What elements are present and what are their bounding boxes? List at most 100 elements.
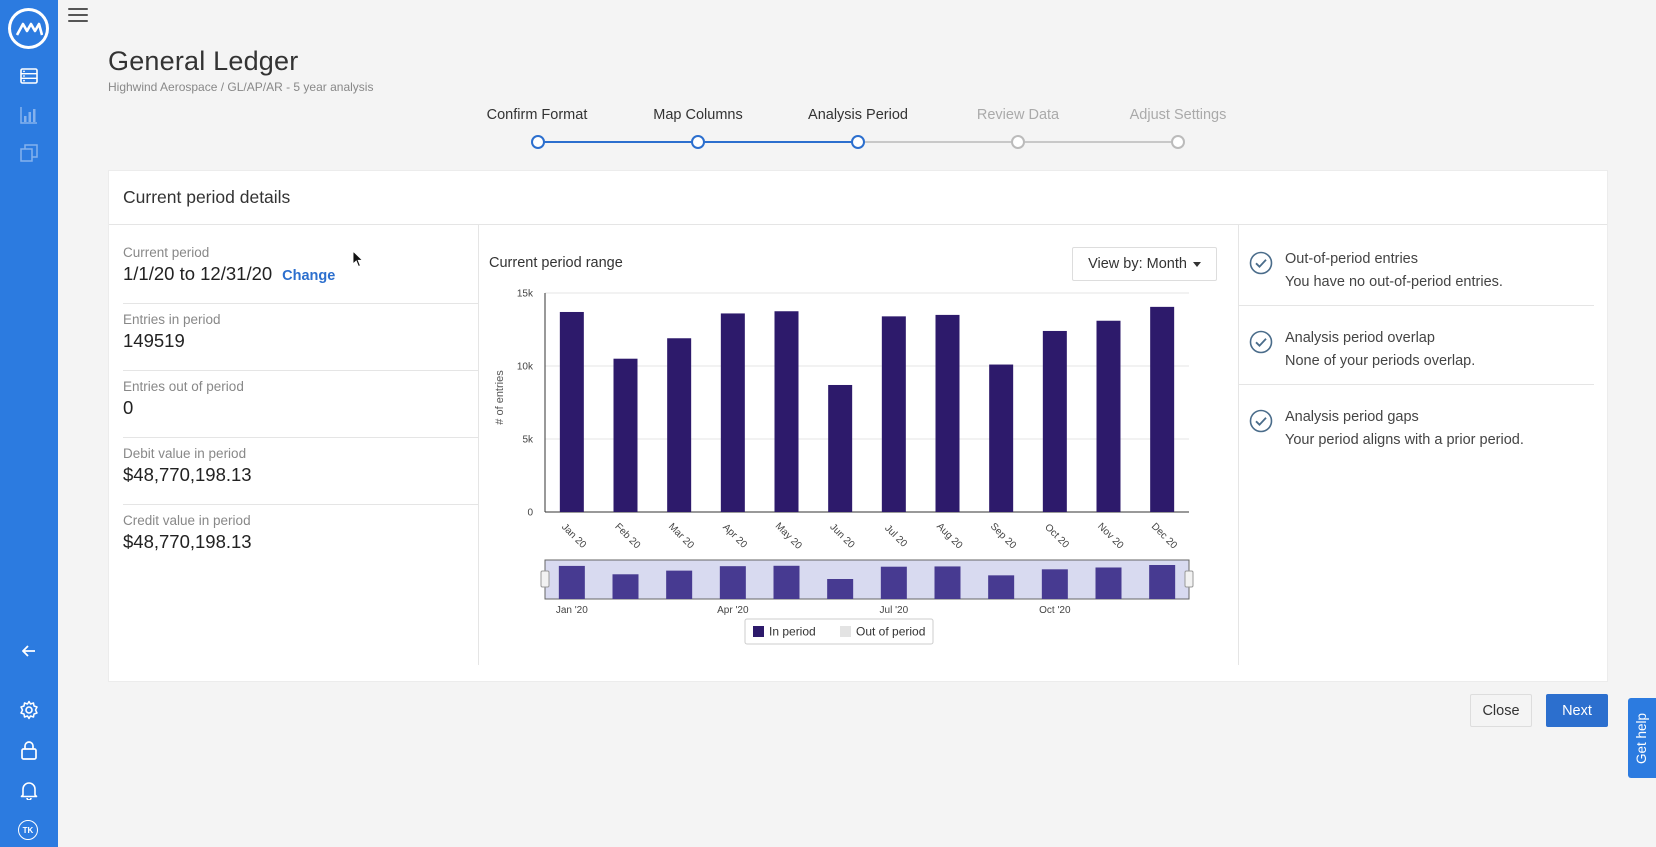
y-tick-label: 0 — [527, 508, 533, 519]
bar[interactable] — [881, 316, 906, 512]
bar[interactable] — [1150, 306, 1175, 512]
database-icon[interactable] — [15, 62, 43, 90]
get-help-button[interactable]: Get help — [1628, 698, 1656, 778]
entries-bar-chart: 0 5k 10k 15k # of entries Jan 20 Feb 20 Mar 20 A… — [494, 289, 1194, 645]
stat-entries-in: Entries in period 149519 — [123, 312, 479, 352]
navigator-label: Jan '20 — [556, 605, 588, 616]
legend-label[interactable]: In period — [769, 625, 816, 639]
step-dot-confirm-format[interactable] — [531, 135, 545, 149]
mouse-cursor-icon — [352, 250, 364, 268]
navigator-label: Apr '20 — [717, 605, 749, 616]
step-dot-map-columns[interactable] — [691, 135, 705, 149]
copy-icon[interactable] — [15, 139, 43, 167]
stat-value: 149519 — [123, 330, 185, 351]
navigator-bar — [719, 566, 746, 599]
navigator-handle[interactable] — [540, 570, 550, 588]
navigator-bar — [1095, 567, 1122, 599]
check-desc: You have no out-of-period entries. — [1285, 274, 1503, 290]
navigator-label: Oct '20 — [1039, 605, 1071, 616]
x-tick-label: Jun 20 — [827, 522, 856, 551]
card-divider — [109, 224, 1607, 225]
bar[interactable] — [613, 358, 638, 512]
bar-chart-icon[interactable] — [15, 101, 43, 129]
y-axis-label: # of entries — [494, 370, 506, 425]
stat-label: Entries out of period — [123, 379, 244, 394]
stat-debit: Debit value in period $48,770,198.13 — [123, 446, 479, 486]
collapse-arrow-icon[interactable] — [15, 637, 43, 665]
step-dot-review-data — [1011, 135, 1025, 149]
chart-title: Current period range — [489, 255, 623, 271]
stats-pane: Current period 1/1/20 to 12/31/20 Change … — [109, 225, 479, 665]
step-map-columns[interactable]: Map Columns — [653, 107, 743, 123]
step-analysis-period[interactable]: Analysis Period — [808, 107, 908, 123]
x-tick-label: Jan 20 — [559, 522, 588, 551]
y-tick-label: 15k — [517, 289, 534, 300]
period-details-card: Current period details Current period 1/… — [108, 170, 1608, 682]
step-dot-adjust-settings — [1171, 135, 1185, 149]
gear-icon[interactable] — [15, 696, 43, 724]
navigator-handle[interactable] — [1184, 570, 1194, 588]
current-period-value: 1/1/20 to 12/31/20 — [123, 263, 273, 284]
check-desc: Your period aligns with a prior period. — [1285, 432, 1524, 448]
navigator-bar — [558, 565, 585, 599]
navigator-bar — [988, 575, 1015, 599]
legend-swatch — [840, 626, 851, 637]
bar[interactable] — [1096, 320, 1121, 512]
hamburger-menu-icon[interactable] — [68, 6, 88, 24]
navigator-bar — [1149, 565, 1176, 599]
divider — [123, 504, 479, 505]
check-desc: None of your periods overlap. — [1285, 353, 1476, 369]
legend-swatch — [753, 626, 764, 637]
check-title: Analysis period gaps — [1285, 409, 1419, 425]
bar[interactable] — [667, 338, 692, 512]
lock-icon[interactable] — [15, 736, 43, 764]
avatar[interactable]: TK — [18, 820, 38, 840]
bar[interactable] — [774, 311, 799, 512]
divider — [1239, 305, 1594, 306]
x-tick-label: Sep 20 — [988, 521, 1018, 551]
view-by-label: View by: Month — [1088, 256, 1187, 272]
divider — [1239, 384, 1594, 385]
step-adjust-settings: Adjust Settings — [1129, 107, 1227, 123]
bar[interactable] — [1042, 330, 1067, 512]
x-tick-label: Nov 20 — [1095, 521, 1125, 551]
x-tick-label: Mar 20 — [666, 521, 696, 551]
bar[interactable] — [559, 311, 584, 512]
breadcrumb: Highwind Aerospace / GL/AP/AR - 5 year a… — [108, 80, 374, 94]
logo-icon[interactable] — [8, 8, 49, 49]
page-title: General Ledger — [108, 46, 299, 76]
divider — [123, 437, 479, 438]
step-review-data: Review Data — [976, 107, 1060, 123]
bar[interactable] — [989, 364, 1014, 512]
x-tick-label: Apr 20 — [720, 522, 749, 551]
bar[interactable] — [720, 313, 745, 512]
stat-value: $48,770,198.13 — [123, 531, 252, 552]
checks-pane: Out-of-period entries You have no out-of… — [1239, 225, 1609, 665]
card-title: Current period details — [123, 187, 291, 207]
change-period-link[interactable]: Change — [282, 268, 336, 284]
next-button[interactable]: Next — [1546, 694, 1608, 727]
x-tick-label: May 20 — [773, 521, 804, 552]
stat-credit: Credit value in period $48,770,198.13 — [123, 513, 479, 553]
close-button[interactable]: Close — [1470, 694, 1532, 727]
navigator-range[interactable] — [544, 559, 1190, 600]
bell-icon[interactable] — [15, 776, 43, 804]
x-tick-label: Dec 20 — [1149, 521, 1179, 551]
navigator-bar — [666, 570, 693, 599]
x-tick-label: Feb 20 — [612, 521, 642, 551]
bar[interactable] — [828, 384, 853, 512]
stat-label: Entries in period — [123, 312, 221, 327]
stat-label: Debit value in period — [123, 446, 247, 461]
navigator-label: Jul '20 — [880, 605, 909, 616]
stat-label: Current period — [123, 245, 210, 260]
step-dot-analysis-period[interactable] — [851, 135, 865, 149]
get-help-label: Get help — [1634, 712, 1650, 764]
bar[interactable] — [935, 314, 960, 512]
step-confirm-format[interactable]: Confirm Format — [486, 107, 588, 123]
view-by-dropdown[interactable]: View by: Month — [1072, 247, 1217, 281]
legend-label[interactable]: Out of period — [856, 625, 925, 639]
chart-pane: Current period range View by: Month 0 5k 1… — [479, 225, 1239, 665]
stat-current-period: Current period 1/1/20 to 12/31/20 Change — [123, 245, 479, 285]
navigator-bar — [827, 579, 854, 599]
stat-label: Credit value in period — [123, 513, 251, 528]
